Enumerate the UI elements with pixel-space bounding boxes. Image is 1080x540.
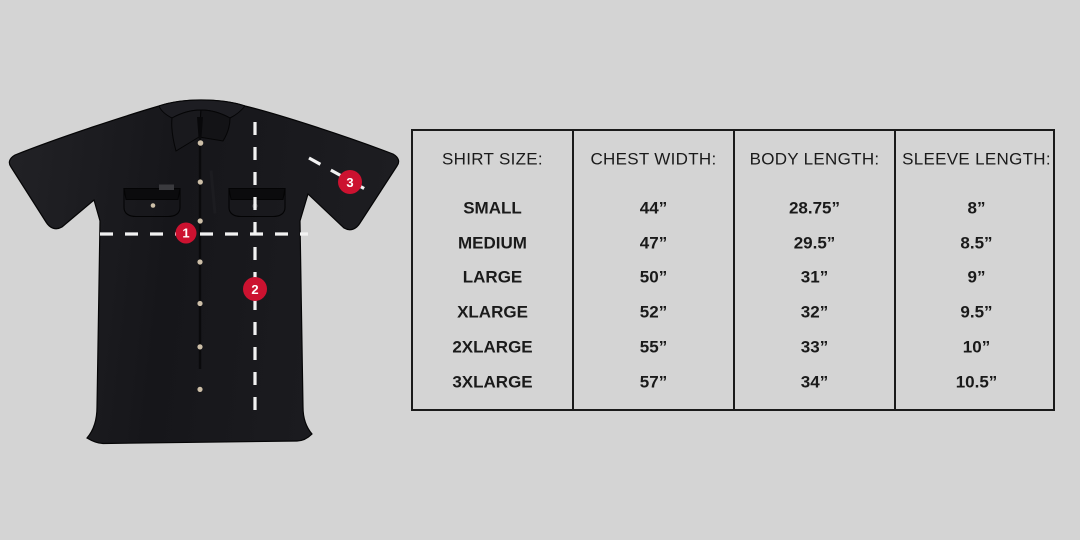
- svg-text:1: 1: [182, 225, 189, 240]
- svg-text:2: 2: [251, 282, 258, 297]
- svg-text:3: 3: [346, 175, 353, 190]
